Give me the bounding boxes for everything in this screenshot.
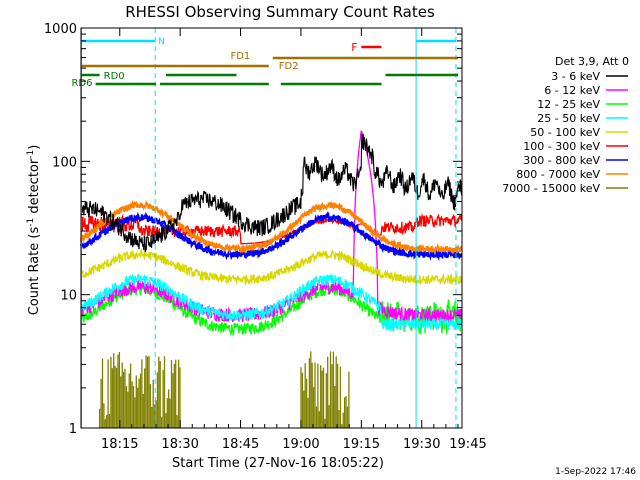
legend-label-4: 25 - 50 keV <box>537 112 600 125</box>
x-tick-label-5: 19:15 <box>343 437 380 452</box>
series-line-9 <box>98 351 350 428</box>
x-tick-label-1: 18:15 <box>101 437 138 452</box>
y-axis-ticks: 1 10 100 1000 <box>44 22 462 437</box>
x-axis-ticks: 18:15 18:30 18:45 19:00 19:15 19:30 19:45 <box>101 28 487 452</box>
legend-label-5: 50 - 100 keV <box>530 126 600 139</box>
legend-label-8: 800 - 7000 keV <box>516 168 600 181</box>
series-line-5 <box>80 248 463 286</box>
rd6-flag-label: RD6 <box>71 78 92 89</box>
x-tick-label-3: 18:45 <box>222 437 259 452</box>
legend-label-3: 12 - 25 keV <box>537 98 600 111</box>
footer-date: 1-Sep-2022 17:46 <box>555 467 636 477</box>
x-tick-label-6: 19:30 <box>403 437 440 452</box>
series-line-1 <box>80 133 463 253</box>
x-axis-label: Start Time (27-Nov-16 18:05:22) <box>172 456 384 471</box>
legend-title: Det 3,9, Att 0 <box>555 55 629 68</box>
y-tick-label-1: 1 <box>69 422 77 437</box>
y-axis-label-mid: detector <box>27 158 42 218</box>
legend-label-7: 300 - 800 keV <box>523 154 600 167</box>
x-tick-label-4: 19:00 <box>282 437 319 452</box>
rd0-flag-label: RD0 <box>104 71 125 82</box>
series-line-7 <box>80 211 463 262</box>
legend-label-1: 3 - 6 keV <box>551 70 600 83</box>
x-tick-label-7: 19:45 <box>449 437 486 452</box>
y-tick-label-2: 10 <box>60 289 77 304</box>
series-line-4 <box>80 273 463 332</box>
y-axis-label-end: ) <box>27 145 42 150</box>
plot-frame <box>80 27 463 429</box>
chart-title: RHESSI Observing Summary Count Rates <box>125 3 435 21</box>
legend-label-2: 6 - 12 keV <box>544 84 600 97</box>
legend-label-9: 7000 - 15000 keV <box>502 182 600 195</box>
y-tick-label-4: 1000 <box>44 22 77 37</box>
night-flag-label: N <box>158 37 165 47</box>
y-axis-label-main: Count Rate (s <box>27 227 42 316</box>
legend-label-6: 100 - 300 keV <box>523 140 600 153</box>
flare-flag-label: F <box>351 41 357 54</box>
series-line-8 <box>80 199 463 255</box>
y-axis-label: Count Rate (s-1 detector-1) <box>26 145 42 316</box>
fd1-flag-label: FD1 <box>230 51 250 62</box>
fd2-flag-label: FD2 <box>279 61 299 72</box>
y-axis-label-sup1: -1 <box>26 218 36 227</box>
plot-area <box>80 130 463 428</box>
x-tick-label-2: 18:30 <box>161 437 198 452</box>
observing-flags: N F FD1 FD2 RD0 RD6 <box>71 28 458 428</box>
y-axis-label-sup2: -1 <box>26 150 36 159</box>
y-tick-label-3: 100 <box>52 155 77 170</box>
